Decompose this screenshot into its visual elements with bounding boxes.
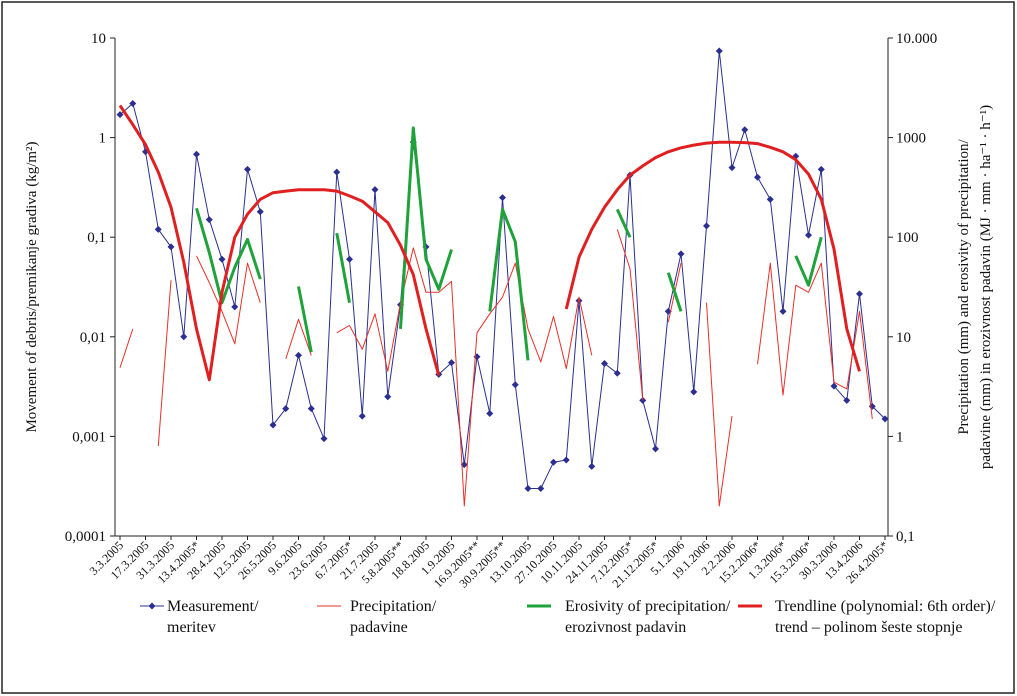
marker — [180, 333, 188, 341]
marker — [562, 456, 570, 464]
y2-tick-label: 10.000 — [896, 31, 937, 47]
marker — [550, 458, 557, 466]
marker — [690, 388, 698, 396]
marker — [384, 393, 392, 401]
legend-label: Measurement/ meritev — [167, 598, 259, 636]
marker — [116, 111, 124, 119]
marker — [129, 99, 137, 107]
y2-tick-label: 1 — [896, 429, 904, 445]
marker — [218, 255, 226, 263]
marker — [473, 353, 481, 361]
marker — [881, 415, 889, 423]
marker — [652, 445, 659, 453]
y-tick-label: 0,0001 — [65, 529, 106, 545]
legend-label: Erosivity of precipitation/ erozivnost p… — [565, 598, 731, 636]
marker — [779, 307, 787, 315]
marker — [499, 194, 506, 202]
y-tick-label: 10 — [91, 31, 106, 47]
marker — [167, 243, 175, 251]
marker — [154, 225, 162, 233]
y2-axis-title: Precipitation (mm) and erosivity of prec… — [956, 138, 972, 434]
y-tick-label: 0,1 — [87, 230, 106, 246]
marker — [333, 168, 341, 176]
marker — [856, 290, 863, 298]
marker — [256, 208, 264, 216]
marker — [537, 484, 545, 492]
marker — [754, 173, 761, 181]
y2-tick-label: 1000 — [896, 131, 926, 147]
marker — [205, 216, 213, 224]
marker — [231, 303, 239, 311]
marker — [613, 369, 621, 377]
marker — [358, 412, 366, 420]
y-tick-label: 1 — [99, 131, 107, 147]
marker — [728, 164, 736, 172]
marker — [269, 421, 277, 429]
y2-tick-label: 0,1 — [896, 529, 915, 545]
marker — [715, 47, 723, 55]
marker — [766, 195, 774, 203]
y-axis-title: Movement of debris/premikanje gradiva (k… — [24, 141, 40, 432]
marker — [295, 351, 302, 359]
marker — [524, 484, 532, 492]
marker — [741, 126, 749, 134]
legend-label: Trendline (polynomial: 6th order)/ trend… — [775, 598, 996, 636]
marker — [320, 435, 328, 443]
y2-tick-label: 10 — [896, 330, 911, 346]
y2-axis-title: padavine (mm) in erozivnost padavin (MJ … — [978, 105, 994, 469]
y-tick-label: 0,01 — [80, 330, 106, 346]
marker — [282, 405, 290, 413]
marker — [817, 165, 825, 173]
marker — [511, 381, 519, 389]
marker — [830, 382, 838, 390]
y-tick-label: 0,001 — [72, 429, 106, 445]
legend-marker — [148, 602, 156, 610]
marker — [588, 462, 596, 470]
marker — [486, 409, 494, 417]
marker — [346, 255, 353, 263]
y2-tick-label: 100 — [896, 230, 919, 246]
marker — [601, 359, 608, 367]
marker — [371, 186, 379, 194]
series-line — [118, 104, 861, 382]
marker — [805, 231, 812, 239]
marker — [575, 297, 583, 305]
marker — [244, 165, 251, 173]
marker — [843, 396, 851, 404]
marker — [193, 150, 200, 158]
marker — [448, 359, 455, 367]
legend-label: Precipitation/ padavine — [350, 598, 437, 636]
marker — [703, 222, 710, 230]
marker — [307, 405, 315, 413]
marker — [677, 250, 685, 258]
series-line — [195, 126, 823, 361]
